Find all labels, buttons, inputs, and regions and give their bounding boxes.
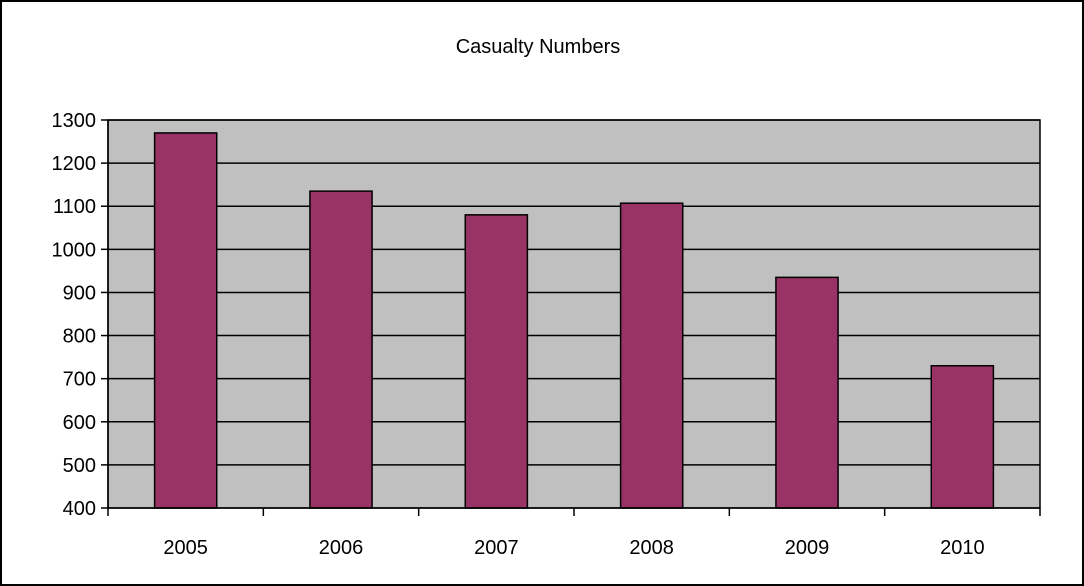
x-tick-label-2008: 2008 [629,537,674,559]
y-tick-label-800: 800 [63,326,96,348]
x-tick-label-2009: 2009 [785,537,830,559]
plot-area [107,119,1041,509]
bar-2006 [309,190,373,509]
y-tick-label-1000: 1000 [52,239,97,261]
bar-2007 [464,214,529,509]
y-tick-label-500: 500 [63,455,96,477]
bars [153,132,995,509]
x-tick-label-2005: 2005 [163,537,208,559]
x-tick-label-2007: 2007 [474,537,519,559]
grid-lines [108,119,1040,466]
bar-2009 [775,276,839,509]
y-tick-label-400: 400 [63,498,96,520]
y-tick-label-900: 900 [63,282,96,304]
y-tick-label-1100: 1100 [53,196,96,218]
y-tick-label-1200: 1200 [52,153,97,175]
y-tick-label-700: 700 [63,369,96,391]
y-tick-label-600: 600 [63,412,96,434]
bar-2005 [153,132,218,509]
x-tick-label-2006: 2006 [319,537,364,559]
x-tick-label-2010: 2010 [940,537,985,559]
bar-2008 [619,202,684,509]
y-tick-label-1300: 1300 [52,110,97,132]
bar-2010 [930,364,995,509]
chart-title: Casualty Numbers [456,36,621,58]
tick-labels: 400 500 600 700 800 900 1000 1100 1200 1300 2005 20… [52,110,985,559]
axes [101,119,1041,516]
